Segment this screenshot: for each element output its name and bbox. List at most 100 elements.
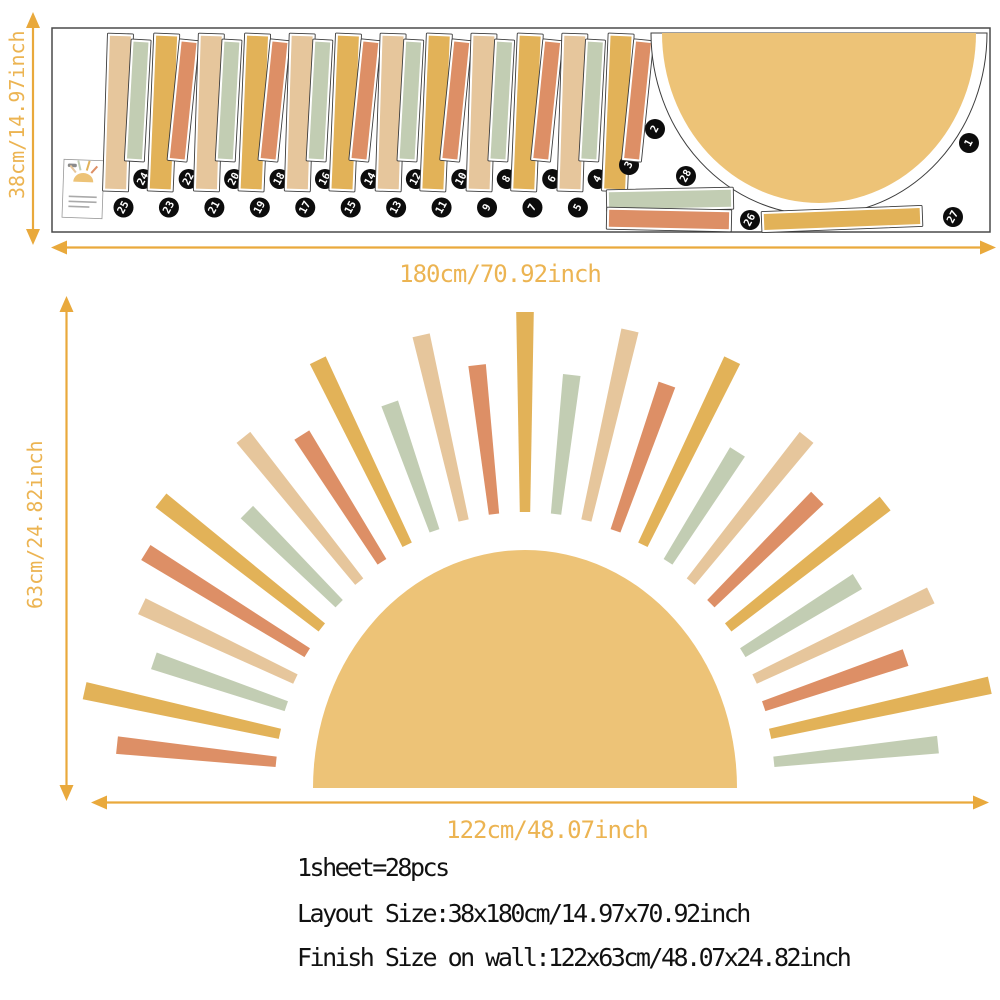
piece-number-circle	[158, 197, 179, 218]
sun-ray-14	[516, 311, 534, 513]
piece-number-badge-15: 15	[340, 197, 361, 218]
piece-number: 2	[648, 123, 662, 134]
dimension-arrow-wall-width	[91, 795, 989, 810]
sun-ray-22	[724, 496, 891, 632]
sun-ray-18	[638, 356, 741, 547]
sheet-piece-8	[487, 38, 516, 163]
sheet-pieces-count-text: 1sheet=28pcs	[297, 853, 450, 882]
piece-number-badge-9: 9	[477, 197, 498, 218]
piece-number-circle	[386, 197, 407, 218]
label-card-background	[61, 158, 105, 220]
sheet-piece-28	[605, 186, 735, 213]
piece-fill	[351, 41, 379, 160]
piece-number-circle	[477, 197, 498, 218]
piece-number: 9	[480, 202, 494, 213]
piece-number: 7	[526, 202, 540, 213]
sun-ray-12	[412, 333, 469, 522]
sheet-piece-20	[214, 38, 243, 163]
piece-number-circle	[431, 197, 452, 218]
sun-ray-6	[155, 493, 326, 632]
piece-number-circle	[740, 210, 760, 230]
piece-fill	[490, 41, 512, 160]
piece-number: 15	[342, 199, 359, 216]
sun-ray-5	[141, 545, 310, 658]
sun-ray-2	[82, 682, 282, 739]
sun-ray-20	[686, 431, 814, 585]
label-card-text-line	[68, 195, 97, 199]
piece-number-badge-13: 13	[386, 197, 407, 218]
sheet-sun-piece	[650, 32, 988, 216]
piece-fill	[442, 41, 470, 160]
sun-ray-24	[752, 587, 935, 684]
piece-number-badge-19: 19	[249, 197, 270, 218]
arrowhead-icon	[973, 795, 989, 810]
sheet-piece-22	[166, 38, 200, 163]
product-label-card	[61, 158, 105, 220]
label-card-text-line	[68, 205, 90, 208]
piece-number-circle	[113, 197, 134, 218]
label-card-text-line	[68, 200, 97, 204]
piece-number: 10	[453, 171, 470, 188]
wall-width-label: 122cm/48.07inch	[446, 816, 649, 844]
sun-ray-15	[550, 374, 581, 515]
sheet-piece-26	[605, 206, 733, 233]
sun-piece-fill	[662, 33, 976, 203]
piece-number: 22	[180, 171, 197, 188]
assembled-sun-design	[82, 311, 992, 788]
sheet-width-label: 180cm/70.92inch	[399, 260, 602, 288]
piece-fill	[308, 41, 331, 160]
sun-ray-4	[138, 598, 298, 684]
piece-fill	[169, 41, 197, 160]
sheet-piece-18	[257, 38, 291, 163]
layout-size-text: Layout Size:38x180cm/14.97x70.92inch	[297, 899, 751, 928]
piece-number: 3	[622, 159, 636, 170]
sun-ray-25	[762, 649, 909, 712]
piece-number-circle	[567, 197, 588, 218]
piece-number-badge-5: 5	[567, 197, 588, 218]
piece-number: 26	[742, 212, 759, 229]
piece-number: 28	[678, 168, 695, 185]
sun-ray-27	[773, 735, 939, 768]
piece-number-badge-17: 17	[295, 197, 316, 218]
sun-ray-26	[768, 676, 992, 739]
sun-ray-11	[381, 400, 440, 533]
label-card-mini-ray	[69, 164, 77, 174]
piece-fill	[581, 41, 603, 160]
sheet-piece-6	[530, 38, 564, 163]
piece-number-badge-25: 25	[113, 197, 134, 218]
piece-number-badge-21: 21	[204, 197, 225, 218]
sun-dome	[313, 550, 737, 788]
piece-fill	[260, 41, 288, 160]
finish-size-text: Finish Size on wall:122x63cm/48.07x24.82…	[297, 943, 852, 972]
piece-number-circle	[943, 207, 963, 227]
sheet-piece-16	[305, 38, 334, 163]
dimension-arrow-sheet-height	[26, 12, 40, 245]
label-card-mini-ray	[90, 165, 99, 174]
sun-ray-13	[468, 364, 500, 515]
sheet-height-label: 38cm/14.97inch	[5, 30, 29, 199]
arrowhead-icon	[26, 12, 40, 28]
piece-fill	[126, 41, 149, 160]
piece-fill	[763, 208, 921, 230]
piece-fill	[608, 209, 730, 230]
piece-number-circle	[959, 133, 979, 153]
arrowhead-icon	[59, 296, 74, 312]
piece-number: 8	[500, 173, 514, 184]
piece-number-circle	[340, 197, 361, 218]
sun-ray-8	[236, 431, 364, 585]
sheet-piece-10	[439, 38, 473, 163]
piece-number: 27	[945, 209, 962, 226]
piece-number: 13	[388, 199, 405, 216]
piece-number-circle	[204, 197, 225, 218]
sun-ray-9	[294, 430, 387, 565]
piece-fill	[608, 189, 732, 210]
piece-number-circle	[522, 197, 543, 218]
piece-fill	[399, 41, 422, 160]
label-card-mini-ray	[77, 160, 82, 171]
piece-number-badge-1: 1	[959, 133, 979, 153]
piece-number: 17	[297, 199, 314, 216]
sheet-piece-12	[396, 38, 425, 163]
piece-number-badge-28: 28	[676, 166, 696, 186]
piece-fill	[533, 41, 561, 160]
label-card-mini-ray	[85, 160, 91, 171]
